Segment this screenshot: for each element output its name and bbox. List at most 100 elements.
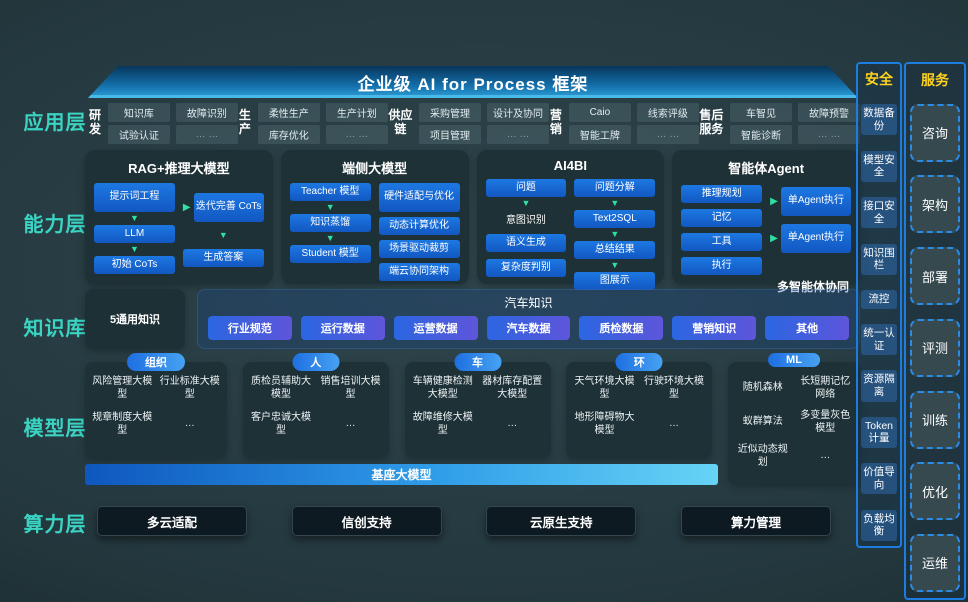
service-item: 咨询	[910, 103, 960, 162]
app-cell-column: 采购管理 项目管理	[418, 102, 481, 144]
security-item: 数据备份	[861, 104, 897, 136]
model-item: 车辆健康检测大模型	[412, 376, 473, 400]
flow-node: Text2SQL	[574, 210, 656, 228]
app-cell-more: … …	[325, 124, 388, 144]
flow-node: 问题	[485, 179, 567, 197]
model-item: 行业标准大模型	[159, 376, 220, 400]
flow-node: 图展示	[574, 272, 656, 290]
app-cell-more: … …	[175, 124, 238, 144]
app-group-marketing: 营销 Caio 智能工牌 线索评级 … …	[549, 102, 699, 144]
app-cell-column: 线索评级 … …	[636, 102, 699, 144]
app-cell: 智能工牌	[568, 124, 631, 144]
model-group-tag: ML	[768, 353, 820, 367]
service-item: 架构	[910, 175, 960, 234]
model-group-environment: 环 天气环境大模型 行驶环境大模型 地形障碍物大模型 …	[566, 353, 713, 458]
agent-right-column: ▶ 单Agent执行 ▶ 单Agent执行	[770, 183, 851, 275]
service-item: 运维	[910, 533, 960, 592]
app-cell: 项目管理	[418, 124, 481, 144]
flow-step: ▶ 单Agent执行	[770, 224, 851, 253]
card-title: RAG+推理大模型	[128, 161, 230, 176]
model-item-more: …	[345, 418, 356, 430]
flow-node: 总结结果	[574, 241, 656, 259]
arrow-right-icon: ▶	[182, 202, 191, 213]
app-cell: 设计及协同	[486, 102, 549, 122]
app-group-label: 研发	[88, 108, 101, 136]
layer-label-application: 应用层	[23, 112, 87, 134]
app-cell: 生产计划	[325, 102, 388, 122]
model-item: 多变量灰色模型	[800, 410, 851, 434]
flow-step: ▶ 单Agent执行	[770, 187, 851, 216]
model-group-tag: 车	[454, 353, 501, 371]
page-title: 企业级 AI for Process 框架	[357, 74, 589, 94]
card-title: 端侧大模型	[342, 161, 408, 176]
model-item: 故障维修大模型	[412, 412, 473, 436]
model-item-more: …	[184, 418, 195, 430]
security-item: 负载均衡	[861, 509, 897, 541]
app-group-label: 营销	[549, 108, 562, 136]
flow-step: ▶ 迭代完善 CoTs	[183, 193, 264, 222]
app-cell: 库存优化	[257, 124, 320, 144]
flow-label: 意图识别	[505, 215, 546, 226]
edge-right-column: 硬件适配与优化 动态计算优化 场景驱动裁剪 端云协同架构	[378, 183, 460, 281]
app-cell-column: Caio 智能工牌	[568, 102, 631, 144]
knowledge-pill: 汽车数据	[486, 316, 571, 340]
app-cell-more: … …	[636, 124, 699, 144]
model-item-more: …	[820, 450, 831, 462]
knowledge-pill: 质检数据	[579, 316, 664, 340]
title-banner: 企业级 AI for Process 框架	[88, 66, 858, 98]
app-cell: 故障预警	[798, 102, 860, 122]
app-group-supply-chain: 供应链 采购管理 项目管理 设计及协同 … …	[388, 102, 549, 144]
service-header: 服务	[921, 72, 949, 88]
app-group-production: 生产 柔性生产 库存优化 生产计划 … …	[238, 102, 388, 144]
ai4bi-right-column: 问题分解 ▼ Text2SQL ▼ 总结结果 ▼ 图展示	[574, 179, 656, 290]
application-layer-row: 研发 知识库 试验认证 故障识别 … … 生产 柔性生产 库存优化 生产计划 ……	[88, 99, 860, 147]
app-cell-more: … …	[486, 124, 549, 144]
flow-node: 工具	[681, 233, 763, 251]
agent-left-column: 推理规划 记忆 工具 执行	[681, 183, 763, 275]
model-item: 客户忠诚大模型	[251, 412, 311, 436]
model-item: 随机森林	[742, 382, 783, 394]
model-group-tag: 环	[615, 353, 663, 371]
model-item-more: …	[507, 418, 518, 430]
arrow-down-icon: ▼	[129, 244, 139, 254]
ai4bi-left-column: 问题 ▼ 意图识别 语义生成 复杂度判别	[485, 179, 567, 290]
model-group-people: 人 质检员辅助大模型 销售培训大模型 客户忠诚大模型 …	[242, 353, 389, 458]
flow-node: Teacher 模型	[289, 183, 371, 201]
app-cell-column: 设计及协同 … …	[486, 102, 549, 144]
foundation-model-bar: 基座大模型	[85, 464, 718, 485]
card-ai4bi: AI4BI 问题 ▼ 意图识别 语义生成 复杂度判别 问题分解 ▼ Text2S…	[476, 150, 665, 290]
app-cell: 车智见	[730, 102, 792, 122]
arrow-down-icon: ▼	[610, 198, 620, 208]
model-grid: 风险管理大模型 行业标准大模型 规章制度大模型 …	[90, 376, 222, 437]
capability-layer-row: RAG+推理大模型 提示词工程 ▼ LLM ▼ 初始 CoTs ▶ 迭代完善 C…	[85, 150, 860, 294]
layer-label-compute: 算力层	[23, 514, 87, 536]
arrow-down-icon: ▼	[610, 229, 620, 239]
card-body: 提示词工程 ▼ LLM ▼ 初始 CoTs ▶ 迭代完善 CoTs ▼ 生成答案	[94, 183, 264, 277]
knowledge-pill-row: 行业规范 运行数据 运营数据 汽车数据 质检数据 营销知识 其他	[208, 316, 850, 340]
model-item: 器材库存配置大模型	[482, 376, 543, 400]
model-item: 蚁群算法	[742, 416, 783, 428]
model-group-ml: ML 随机森林 长短期记忆网络 蚁群算法 多变量灰色模型 近似动态规划 …	[728, 353, 860, 484]
app-group-rd: 研发 知识库 试验认证 故障识别 … …	[88, 102, 238, 144]
service-item: 训练	[910, 390, 960, 449]
multi-agent-caption: 多智能体协同	[776, 280, 849, 294]
arrow-down-icon: ▼	[325, 233, 335, 243]
model-grid: 随机森林 长短期记忆网络 蚁群算法 多变量灰色模型 近似动态规划 …	[733, 376, 855, 469]
card-agent: 智能体Agent 推理规划 记忆 工具 执行 ▶ 单Agent执行 ▶ 单Age…	[672, 150, 860, 294]
card-body: 推理规划 记忆 工具 执行 ▶ 单Agent执行 ▶ 单Agent执行	[681, 183, 851, 275]
app-cell-column: 车智见 智能诊断	[730, 102, 792, 144]
knowledge-pill: 其他	[765, 316, 850, 340]
flow-node: 硬件适配与优化	[378, 183, 460, 212]
model-item: 行驶环境大模型	[644, 376, 704, 400]
service-item: 部署	[910, 247, 960, 306]
arrow-down-icon: ▼	[610, 260, 620, 270]
service-item: 优化	[910, 462, 960, 521]
card-body: Teacher 模型 ▼ 知识蒸馏 ▼ Student 模型 硬件适配与优化 动…	[289, 183, 460, 281]
app-group-label: 售后服务	[699, 108, 724, 136]
security-item: 接口安全	[861, 197, 897, 229]
flow-node: 初始 CoTs	[94, 256, 175, 274]
flow-node: 执行	[681, 257, 763, 275]
flow-node: 语义生成	[485, 234, 567, 252]
rag-right-column: ▶ 迭代完善 CoTs ▼ 生成答案	[182, 183, 264, 277]
